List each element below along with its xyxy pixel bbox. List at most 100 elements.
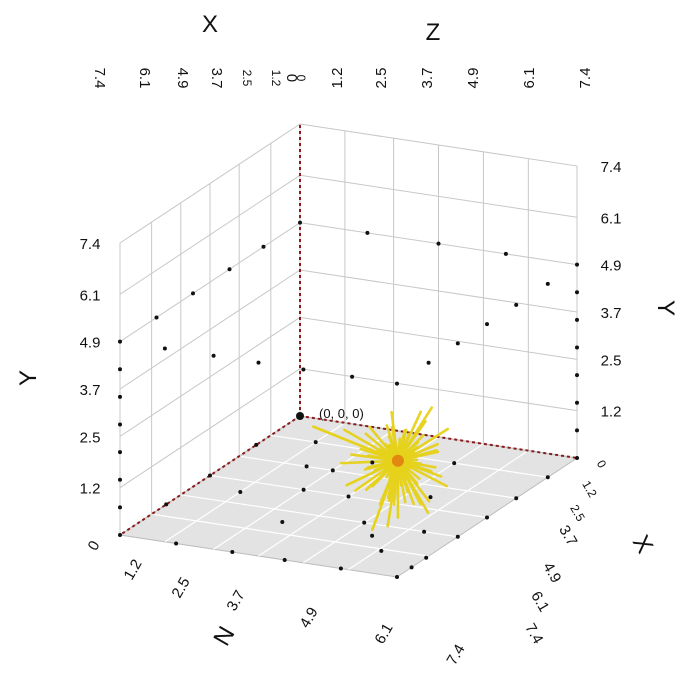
data-point — [118, 367, 122, 372]
tick-label-y-right: 1.2 — [601, 404, 622, 421]
tick-label-n: 0 — [85, 538, 104, 554]
gridline — [119, 222, 301, 343]
data-point — [164, 502, 169, 507]
data-point — [395, 381, 399, 386]
data-point — [575, 290, 579, 295]
data-point — [118, 450, 122, 455]
data-point — [575, 317, 579, 322]
tick-label-x-top: 2.5 — [240, 70, 254, 87]
data-point — [238, 490, 243, 494]
data-point — [296, 412, 304, 420]
data-point — [330, 468, 335, 473]
tick-label-x-right: 7.4 — [521, 620, 546, 647]
data-point — [346, 494, 351, 499]
data-point — [118, 477, 122, 482]
data-point — [118, 422, 122, 427]
tick-label-n: 6.1 — [372, 620, 397, 647]
tick-label-n: 4.9 — [297, 604, 322, 631]
data-point — [503, 251, 508, 256]
tick-label-x-top: 4.9 — [174, 68, 191, 89]
gridline — [299, 174, 578, 218]
data-point — [370, 460, 375, 465]
data-point — [395, 575, 399, 579]
tick-label-z-top: 3.7 — [419, 68, 436, 89]
gridline — [151, 513, 429, 557]
data-point — [298, 220, 302, 225]
data-point — [118, 394, 122, 399]
tick-label-z-top: 1.2 — [329, 68, 346, 89]
line-segment — [354, 445, 419, 492]
data-point — [485, 322, 489, 327]
tick-label-y-left: 1.2 — [80, 481, 101, 498]
tick-label-x-right: 1.2 — [579, 478, 600, 500]
tick-label-x-top: 1.2 — [269, 70, 283, 87]
tick-label-n: 2.5 — [169, 574, 194, 601]
tick-label-x-top: 6.1 — [136, 68, 153, 89]
axis-title-y-right: Y — [652, 300, 679, 316]
data-point — [230, 550, 235, 554]
axis-title-x-top: X — [202, 11, 218, 38]
data-point — [424, 555, 429, 560]
tick-label-n: 1.2 — [121, 556, 146, 583]
tick-label-x-top: 3.7 — [208, 68, 225, 89]
gridline — [119, 269, 301, 390]
data-point — [422, 529, 427, 534]
data-point — [409, 565, 414, 570]
line-segment — [386, 459, 400, 528]
data-point — [338, 566, 343, 571]
data-point — [304, 464, 309, 469]
data-point — [428, 495, 433, 500]
data-point — [545, 281, 550, 286]
data-point — [514, 302, 519, 307]
data-point — [485, 515, 489, 520]
tick-label-y-left: 3.7 — [80, 382, 101, 399]
data-point — [208, 473, 212, 478]
tick-label-y-right: 6.1 — [601, 210, 622, 227]
data-point — [118, 339, 122, 344]
data-point — [118, 505, 122, 510]
axis-title-x-right: X — [627, 531, 658, 558]
data-point — [514, 496, 519, 501]
data-point — [545, 475, 550, 480]
axis-title-n: N — [208, 622, 240, 651]
data-point — [118, 533, 122, 537]
data-point — [211, 353, 216, 358]
data-point — [162, 346, 167, 351]
data-point — [452, 461, 457, 466]
gridline — [299, 269, 578, 313]
line-segment — [387, 434, 415, 506]
data-point — [301, 487, 306, 492]
data-point — [313, 440, 318, 445]
line-segment — [350, 453, 423, 466]
data-point — [575, 400, 579, 405]
line-segment — [345, 459, 400, 487]
data-point — [227, 267, 232, 272]
line-cluster-center — [391, 454, 404, 467]
data-point — [256, 360, 261, 365]
data-point — [436, 241, 441, 246]
data-point — [350, 374, 355, 379]
axis-title-z-top: Z — [426, 19, 441, 46]
data-point — [426, 360, 431, 365]
data-point — [282, 558, 287, 562]
tick-label-x-right: 2.5 — [567, 502, 588, 524]
data-point — [455, 341, 460, 346]
data-point — [261, 244, 266, 249]
data-point — [365, 230, 370, 235]
gridline — [180, 494, 458, 538]
line-segment — [311, 425, 400, 463]
tick-label-z-top: 7.4 — [577, 68, 594, 89]
tick-label-x-right: 6.1 — [527, 588, 552, 615]
gridline — [348, 450, 529, 571]
tick-label-n: 7.4 — [444, 641, 469, 668]
tick-label-y-left: 7.4 — [80, 236, 101, 253]
data-point — [575, 373, 579, 378]
data-point — [174, 541, 179, 546]
data-point — [301, 367, 306, 372]
line-segment — [370, 459, 400, 532]
tick-label-z-top: 0 — [284, 74, 301, 82]
data-point — [379, 548, 384, 553]
tick-label-y-right: 4.9 — [601, 258, 622, 275]
data-point — [280, 520, 285, 524]
tick-label-x-top: 0 — [294, 75, 308, 82]
